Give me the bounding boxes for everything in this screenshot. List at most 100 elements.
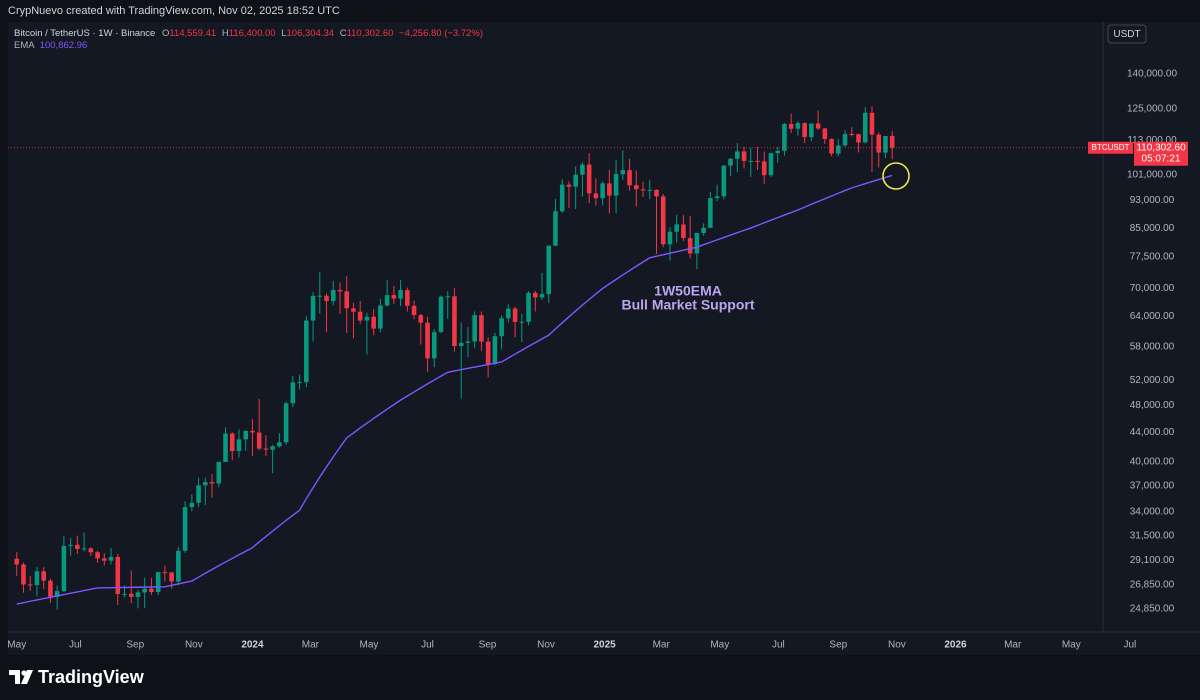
candle-body bbox=[728, 158, 733, 166]
candle-body bbox=[75, 544, 80, 549]
price-tag bbox=[1134, 141, 1188, 166]
candle-body bbox=[34, 571, 40, 586]
candle-body bbox=[223, 433, 228, 462]
candle-body bbox=[270, 446, 275, 450]
candle-body bbox=[681, 224, 686, 239]
candle-body bbox=[714, 196, 720, 199]
y-tick-label: 52,000.00 bbox=[1130, 375, 1175, 386]
x-tick-label: 2025 bbox=[594, 640, 617, 651]
y-tick-label: 140,000.00 bbox=[1127, 69, 1177, 80]
candle-body bbox=[351, 308, 356, 312]
candle-body bbox=[640, 189, 646, 191]
candle-body bbox=[499, 318, 504, 337]
candle-body bbox=[593, 193, 599, 199]
currency-button[interactable] bbox=[1107, 24, 1147, 44]
candle-body bbox=[647, 189, 653, 191]
y-tick-label: 34,000.00 bbox=[1130, 507, 1175, 518]
candle-body bbox=[445, 296, 451, 298]
candle-body bbox=[822, 128, 828, 139]
candle-body bbox=[304, 320, 309, 383]
candle-body bbox=[479, 315, 484, 342]
symbol-tag-label: BTCUSDT bbox=[1092, 143, 1130, 152]
logo-part bbox=[9, 670, 20, 684]
candle-body bbox=[748, 160, 754, 162]
candle-body bbox=[297, 382, 302, 384]
candle-body bbox=[512, 308, 518, 322]
candle-body bbox=[869, 112, 875, 135]
candle-body bbox=[176, 550, 181, 582]
candle-body bbox=[667, 231, 673, 245]
candle-body bbox=[755, 160, 760, 162]
candle-body bbox=[405, 290, 410, 306]
ohlc-key: O bbox=[162, 28, 169, 39]
candle-body bbox=[391, 295, 397, 299]
candle-body bbox=[21, 564, 26, 585]
candle-body bbox=[337, 290, 343, 292]
price-tag-value: 110,302.60 bbox=[1136, 142, 1186, 153]
candle-body bbox=[809, 123, 814, 138]
candle-body bbox=[216, 461, 222, 484]
x-tick-label: Nov bbox=[185, 640, 203, 651]
candle-body bbox=[532, 292, 538, 298]
price-tag-countdown: 05:07:21 bbox=[1142, 153, 1181, 164]
currency-button-label[interactable]: USDT bbox=[1113, 29, 1140, 40]
candle-body bbox=[411, 305, 417, 316]
candle-body bbox=[209, 482, 215, 484]
ohlc-key: C bbox=[340, 28, 347, 39]
x-tick-label: 2026 bbox=[944, 640, 967, 651]
indicator-line: EMA 100,862.96 bbox=[14, 40, 87, 51]
candle-body bbox=[384, 295, 390, 306]
candle-body bbox=[526, 292, 531, 322]
legend-line: Bitcoin / TetherUS · 1W · Binance O114,5… bbox=[14, 28, 483, 39]
candle-body bbox=[135, 592, 141, 597]
x-tick-label: May bbox=[1062, 640, 1081, 651]
candle-body bbox=[600, 183, 605, 199]
candle-body bbox=[236, 439, 242, 452]
candle-body bbox=[229, 433, 235, 452]
x-tick-label: Sep bbox=[126, 640, 144, 651]
candle-body bbox=[553, 211, 558, 246]
y-tick-label: 125,000.00 bbox=[1127, 104, 1177, 115]
candle-body bbox=[761, 161, 767, 176]
annotation: 1W50EMA bbox=[654, 283, 722, 299]
candle-body bbox=[660, 196, 666, 245]
candle-body bbox=[586, 164, 592, 194]
candle-body bbox=[263, 448, 269, 450]
x-tick-label: Nov bbox=[537, 640, 555, 651]
candle-body bbox=[317, 295, 323, 297]
candle-body bbox=[68, 544, 73, 546]
candle-body bbox=[802, 123, 807, 138]
candle-body bbox=[694, 232, 700, 254]
indicator-name: EMA bbox=[14, 40, 35, 51]
candle-body bbox=[607, 183, 612, 196]
candle-body bbox=[458, 342, 464, 347]
candle-body bbox=[357, 311, 363, 321]
candle-body bbox=[546, 245, 552, 295]
candle-body bbox=[196, 485, 201, 503]
candle-body bbox=[425, 322, 430, 359]
candle-body bbox=[54, 591, 60, 597]
candle-body bbox=[539, 294, 545, 298]
candle-body bbox=[842, 134, 848, 146]
y-tick-label: 24,850.00 bbox=[1130, 604, 1175, 615]
candle-body bbox=[250, 430, 255, 433]
candle-body bbox=[708, 198, 713, 228]
candle-body bbox=[849, 134, 855, 136]
candle-body bbox=[102, 558, 107, 561]
candle-body bbox=[277, 442, 282, 447]
y-tick-label: 101,000.00 bbox=[1127, 170, 1177, 181]
price-axis bbox=[1103, 22, 1200, 632]
candle-body bbox=[815, 123, 821, 129]
candle-body bbox=[364, 316, 370, 321]
candle-body bbox=[189, 502, 195, 508]
candle-body bbox=[687, 238, 693, 254]
candle-body bbox=[438, 296, 444, 333]
candle-body bbox=[418, 315, 424, 323]
candle-body bbox=[485, 341, 491, 364]
candle-body bbox=[371, 316, 376, 329]
plot-area bbox=[8, 106, 1103, 610]
candle-body bbox=[344, 291, 350, 309]
candle-body bbox=[465, 341, 471, 343]
indicator-value: 100,862.96 bbox=[40, 40, 88, 51]
